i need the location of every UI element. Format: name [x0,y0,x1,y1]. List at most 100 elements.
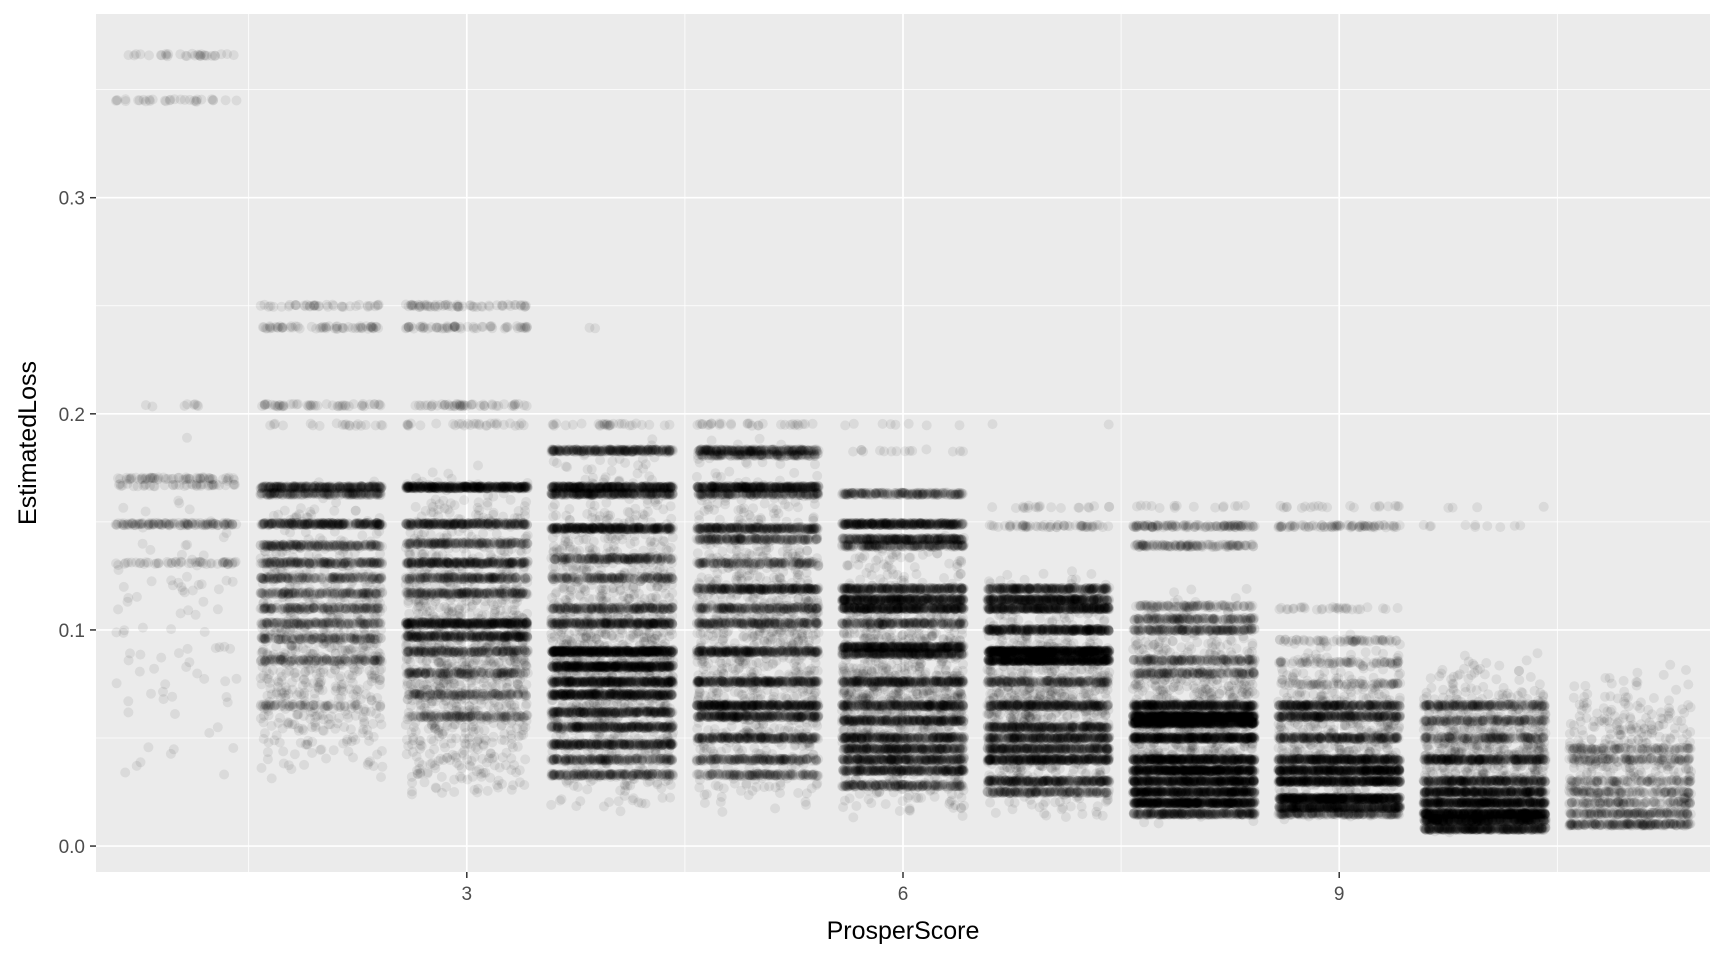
data-point [330,527,340,537]
data-point [267,773,277,783]
data-point [174,648,184,658]
data-point [376,664,386,674]
data-point [331,498,341,508]
data-point [477,322,487,332]
data-point [265,626,275,636]
data-point [375,673,385,683]
data-point [323,302,333,312]
data-point [143,742,153,752]
data-point [228,743,238,753]
data-point [431,419,441,429]
data-point [301,645,311,655]
data-point [318,639,328,649]
data-point [401,323,411,333]
data-point [297,517,307,527]
data-point [338,686,348,696]
data-point [314,301,324,311]
data-point [358,725,368,735]
data-point [311,518,321,528]
data-point [350,323,360,333]
data-point [284,584,294,594]
data-point [350,735,360,745]
data-point [311,723,321,733]
data-point [346,645,356,655]
data-point [277,547,287,557]
data-point [299,760,309,770]
data-point [274,678,284,688]
data-point [318,603,328,613]
data-point [320,544,330,554]
data-point [269,419,279,429]
data-point [170,709,180,719]
data-point [314,685,324,695]
data-point [375,513,385,523]
data-point [374,526,384,536]
data-point [319,566,329,576]
data-point [510,300,520,310]
data-point [112,678,122,688]
data-point [373,300,383,310]
data-point [139,95,149,105]
data-point [113,604,123,614]
data-point [258,598,268,608]
data-point [334,571,344,581]
data-point [340,519,350,529]
data-point [277,566,287,576]
data-point [423,400,433,410]
data-point [338,556,348,566]
data-point [335,630,345,640]
data-point [286,611,296,621]
data-point [305,301,315,311]
data-point [301,740,311,750]
data-point [278,322,288,332]
data-point [167,692,177,702]
data-point [288,520,298,530]
data-point [139,559,149,569]
data-point [403,420,413,430]
data-point [329,604,339,614]
data-point [347,489,357,499]
data-point [138,623,148,633]
data-point [138,523,148,533]
data-point [311,573,321,583]
data-point [370,489,380,499]
data-point [218,558,228,568]
data-point [135,667,145,677]
data-point [357,531,367,541]
data-point [256,714,266,724]
data-point [286,556,296,566]
data-point [197,579,207,589]
data-point [357,400,367,410]
data-point [350,634,360,644]
data-point [199,550,209,560]
data-point [312,550,322,560]
data-point [219,770,229,780]
data-point [375,598,385,608]
data-point [354,300,364,310]
data-point [285,625,295,635]
data-point [359,488,369,498]
data-point [376,652,386,662]
data-point [147,576,157,586]
data-point [329,745,339,755]
data-point [321,655,331,665]
data-point [415,420,425,430]
data-point [366,322,376,332]
data-point [293,322,303,332]
data-point [145,545,155,555]
data-point [355,616,365,626]
data-point [221,95,231,105]
data-point [191,480,201,490]
data-point [374,400,384,410]
data-point [452,301,462,311]
data-point [176,608,186,618]
data-point [166,624,176,634]
data-point [314,477,324,487]
data-point [271,653,281,663]
data-point [123,597,133,607]
data-point [289,668,299,678]
data-point [490,418,500,428]
data-point [368,630,378,640]
data-point [361,689,371,699]
data-point [207,559,217,569]
